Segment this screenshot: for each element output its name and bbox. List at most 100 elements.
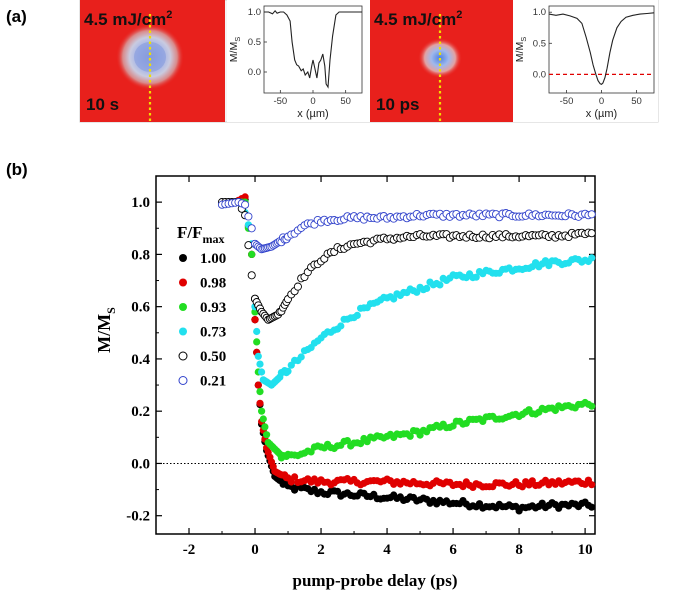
- y-tick-label: 0.8: [131, 247, 150, 263]
- legend-marker: [179, 303, 187, 311]
- mo-image-1: 4.5 mJ/cm2 10 s: [80, 0, 225, 122]
- y-tick-label: 0.4: [131, 352, 150, 368]
- legend-label: 1.00: [200, 251, 226, 267]
- data-point: [259, 415, 267, 423]
- panel-label-a: (a): [6, 7, 27, 26]
- data-point: [247, 271, 256, 280]
- legend-label: 0.21: [200, 374, 226, 390]
- inset-y-tick-label: 1.0: [248, 7, 261, 18]
- inset-x-label: x (µm): [586, 108, 617, 120]
- legend-label: 0.50: [200, 349, 226, 365]
- inset-profile-line: [264, 9, 362, 89]
- data-point: [287, 478, 295, 486]
- inset-profile-line: [548, 12, 655, 85]
- y-tick-label: 0.0: [131, 456, 150, 472]
- data-point: [253, 327, 261, 336]
- data-point: [587, 229, 596, 238]
- y-tick-label: 1.0: [131, 195, 150, 211]
- inset-x-tick-label: -50: [560, 96, 574, 107]
- legend-label: 0.73: [200, 325, 226, 341]
- y-tick-label: -0.2: [126, 509, 150, 525]
- legend-label: 0.98: [200, 276, 226, 292]
- inset-x-tick-label: -50: [273, 96, 287, 107]
- data-point: [588, 481, 596, 489]
- data-point: [244, 241, 253, 250]
- inset-x-label: x (µm): [297, 108, 328, 120]
- data-point: [343, 437, 351, 445]
- x-tick-label: 10: [578, 542, 593, 558]
- x-tick-label: 2: [317, 542, 325, 558]
- data-point: [253, 338, 261, 346]
- data-point: [518, 483, 527, 491]
- series-0.73: [218, 198, 596, 389]
- inset-y-tick-label: 0.5: [533, 38, 546, 49]
- mo-image-1-domain-core: [134, 42, 166, 72]
- data-point: [284, 367, 292, 375]
- data-point: [254, 381, 262, 389]
- data-point: [353, 311, 361, 319]
- data-point: [254, 352, 262, 360]
- data-point: [256, 388, 264, 396]
- inset-y-label: M/MS: [514, 37, 528, 62]
- y-tick-label: 0.2: [131, 404, 150, 420]
- data-point: [261, 423, 269, 431]
- inset-y-tick-label: 0.5: [248, 37, 261, 48]
- legend-marker: [179, 254, 187, 262]
- y-tick-label: 0.6: [131, 300, 150, 316]
- inset-y-tick-label: 0.0: [533, 69, 546, 80]
- panel-label-b: (b): [6, 160, 28, 179]
- data-point: [587, 210, 596, 219]
- x-tick-label: 0: [251, 542, 259, 558]
- data-point: [588, 503, 596, 511]
- data-point: [251, 316, 259, 324]
- series-0.21: [217, 198, 596, 254]
- data-point: [263, 431, 271, 439]
- mo-image-1-time: 10 s: [86, 95, 119, 114]
- profile-inset-1: -50 0 50 1.0 0.5 0.0 x (µm) M/MS: [227, 0, 370, 122]
- x-tick-label: 8: [515, 542, 523, 558]
- data-point: [241, 200, 250, 209]
- data-point: [291, 473, 299, 481]
- data-point: [297, 353, 305, 361]
- inset-y-tick-label: 0.0: [248, 67, 261, 78]
- legend-marker: [179, 327, 187, 336]
- series-0.93: [218, 198, 596, 462]
- data-point: [244, 212, 253, 221]
- mo-image-1-fluence: 4.5 mJ/cm2: [84, 9, 172, 29]
- data-point: [248, 250, 256, 258]
- y-axis-label: M/MS: [94, 307, 118, 353]
- data-point: [423, 284, 431, 292]
- data-point: [256, 360, 264, 368]
- inset-y-tick-label: 1.0: [533, 7, 546, 18]
- plot-frame: [155, 175, 596, 535]
- data-point: [258, 368, 266, 376]
- main-chart: -2 0 2 4 6 8 10 -0.2 0.0 0.2 0.4 0.6 0.8 1.0 pump-pr…: [94, 175, 596, 590]
- inset-x-tick-label: 0: [310, 96, 315, 107]
- inset-x-tick-label: 50: [340, 96, 351, 107]
- data-point: [258, 407, 266, 415]
- y-ticks: -0.2 0.0 0.2 0.4 0.6 0.8 1.0: [126, 195, 595, 525]
- inset-y-label: M/MS: [228, 37, 242, 62]
- x-axis-label: pump-probe delay (ps): [293, 571, 458, 590]
- data-point: [256, 399, 264, 407]
- profile-inset-2: -50 0 50 1.0 0.5 0.0 x (µm) M/MS: [513, 0, 658, 122]
- data-point: [406, 432, 414, 440]
- inset-x-tick-label: 0: [599, 96, 604, 107]
- series-layer: [217, 193, 596, 515]
- x-tick-label: 4: [383, 542, 391, 558]
- data-point: [436, 281, 444, 289]
- data-point: [357, 440, 365, 448]
- data-point: [472, 273, 480, 281]
- data-point: [588, 254, 596, 262]
- legend-marker: [178, 351, 188, 361]
- inset-background: [513, 0, 658, 122]
- data-point: [247, 224, 256, 233]
- data-point: [293, 282, 302, 291]
- legend-marker: [178, 376, 188, 385]
- mo-image-2-time: 10 ps: [376, 95, 419, 114]
- x-tick-label: -2: [183, 542, 196, 558]
- legend-label: 0.93: [200, 300, 226, 316]
- data-point: [588, 402, 596, 410]
- inset-x-tick-label: 50: [631, 96, 642, 107]
